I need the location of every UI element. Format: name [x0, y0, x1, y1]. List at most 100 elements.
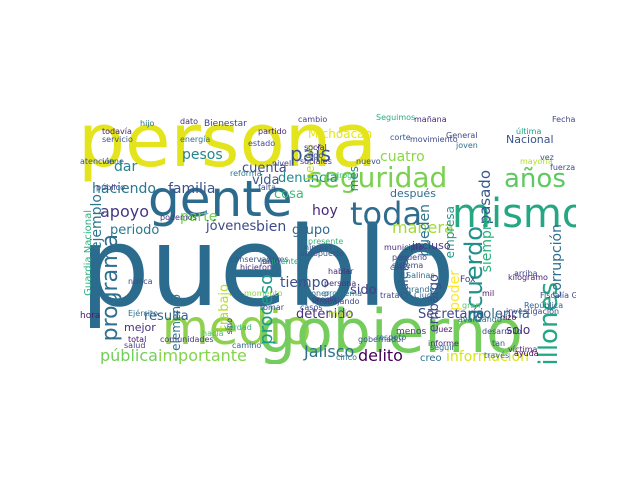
word-nivel: nivel	[272, 159, 292, 168]
word-viene: viene	[102, 157, 124, 166]
word-ningun: ningún	[304, 243, 332, 252]
word-droga: droga	[334, 171, 358, 180]
word-vez: vez	[540, 153, 554, 162]
word-partido: partido	[258, 127, 287, 136]
word-vida: vida	[252, 173, 280, 188]
word-tan: tan	[492, 339, 506, 348]
word-pequeno: pequeño	[392, 253, 428, 262]
word-parte: parte	[180, 209, 218, 225]
word-social: social	[304, 143, 327, 152]
word-trabajando: trabajando	[316, 297, 360, 306]
word-comunidades: comunidades	[160, 335, 214, 344]
word-momento: momento	[244, 289, 283, 298]
word-cloud: persona pueblo gente mismo medio gobierno prog…	[80, 114, 576, 364]
word-bien: bien	[256, 219, 287, 235]
word-medio: medio	[162, 300, 312, 356]
word-cosa: cosa	[274, 187, 304, 202]
word-movimiento: movimiento	[410, 135, 458, 144]
word-casos: casos	[300, 303, 323, 312]
word-grande: grande	[406, 285, 435, 294]
word-poner: poner	[306, 289, 330, 298]
word-victima: víctima	[508, 345, 538, 354]
word-resulta: resulta	[144, 309, 189, 324]
word-fox: Fox	[460, 275, 476, 285]
word-kilogramo: kilogramo	[508, 273, 548, 282]
word-pesos: pesos	[182, 147, 223, 163]
word-atencion: atención	[80, 157, 115, 166]
word-presente: presente	[308, 237, 344, 246]
word-traves: través	[484, 351, 510, 360]
word-juez: juez	[436, 325, 453, 334]
word-denuncia: denuncia	[278, 171, 338, 186]
word-todavia: todavía	[102, 127, 132, 136]
word-cuenta: cuenta	[242, 161, 287, 176]
word-jovenes: jóvenes	[206, 219, 257, 234]
word-sido: sido	[350, 283, 377, 298]
word-seguridad: seguridad	[308, 161, 448, 194]
word-hijo: hijo	[140, 119, 155, 128]
word-fecha: Fecha	[552, 115, 576, 124]
word-seguimos: Seguimos	[376, 114, 416, 122]
word-verdad: verdad	[224, 323, 252, 332]
word-cuatro: cuatro	[380, 149, 425, 165]
word-sociales: sociales	[300, 157, 332, 166]
word-trata: trata	[380, 291, 400, 300]
word-investigacion: investigación	[506, 307, 560, 316]
word-fiscalia-general: Fiscalía General	[540, 291, 576, 300]
word-familia: familia	[168, 181, 216, 197]
word-detenido: detenido	[296, 307, 354, 322]
word-informe: informe	[428, 339, 459, 348]
word-conservadores: conservadores	[230, 255, 289, 264]
word-respeto: respeto	[376, 333, 407, 342]
word-arriba: arriba	[514, 269, 538, 278]
word-gente: gente	[148, 170, 293, 228]
word-pueblo: pueblo	[80, 203, 455, 331]
word-nacional: Nacional	[506, 133, 554, 146]
word-publico: público	[96, 183, 125, 192]
word-persona: persona	[80, 114, 377, 184]
word-incluso: incluso	[412, 239, 451, 252]
word-creo: creo	[420, 353, 442, 364]
word-toda: toda	[350, 195, 423, 233]
word-avanzando: avanzando	[458, 315, 502, 324]
word-gran: gran	[462, 301, 481, 310]
word-mismo: mismo	[452, 191, 576, 237]
word-ultima: última	[516, 127, 542, 136]
word-mil: mil	[482, 289, 495, 298]
word-haciendo: haciendo	[92, 181, 156, 197]
word-michoacan: Michoacán	[308, 127, 373, 141]
word-digo: digo	[306, 151, 324, 160]
word-hablar: hablar	[328, 267, 354, 276]
word-informacion: información	[446, 349, 530, 364]
word-camino: camino	[232, 341, 262, 350]
word-cabo: cabo	[390, 263, 410, 272]
word-pais: país	[290, 142, 331, 166]
word-manana: mañana	[414, 115, 447, 124]
word-tomar: tomar	[260, 303, 285, 312]
word-falta: falta	[258, 183, 276, 192]
word-nunca: nunca	[128, 277, 153, 286]
word-energia: energía	[180, 135, 211, 144]
word-sistema: sistema	[392, 261, 424, 270]
word-general: General	[446, 131, 478, 140]
word-fuerza: fuerza	[550, 163, 576, 172]
word-ayuda: ayuda	[514, 349, 539, 358]
word-problema: problema	[324, 289, 363, 298]
word-total: total	[128, 335, 147, 344]
word-mayoria: mayoría	[520, 157, 553, 166]
word-tiempo: tiempo	[280, 275, 330, 291]
word-ejercito: Ejército	[128, 309, 158, 318]
word-republica: República	[524, 301, 564, 310]
word-desarrollo: desarrollo	[482, 327, 522, 336]
word-apoyo: apoyo	[100, 202, 150, 221]
word-delito: delito	[358, 346, 403, 364]
word-estado: estado	[248, 139, 276, 148]
word-podemos: podemos	[160, 213, 197, 222]
word-reforma: reforma	[230, 169, 262, 178]
word-salud: salud	[124, 341, 146, 350]
word-servicio: servicio	[102, 135, 133, 144]
word-cinco: cinco	[336, 353, 357, 362]
word-solo: solo	[506, 323, 531, 337]
word-corrupcion: corrupción	[549, 224, 565, 299]
word-municipio: municipio	[384, 243, 423, 252]
